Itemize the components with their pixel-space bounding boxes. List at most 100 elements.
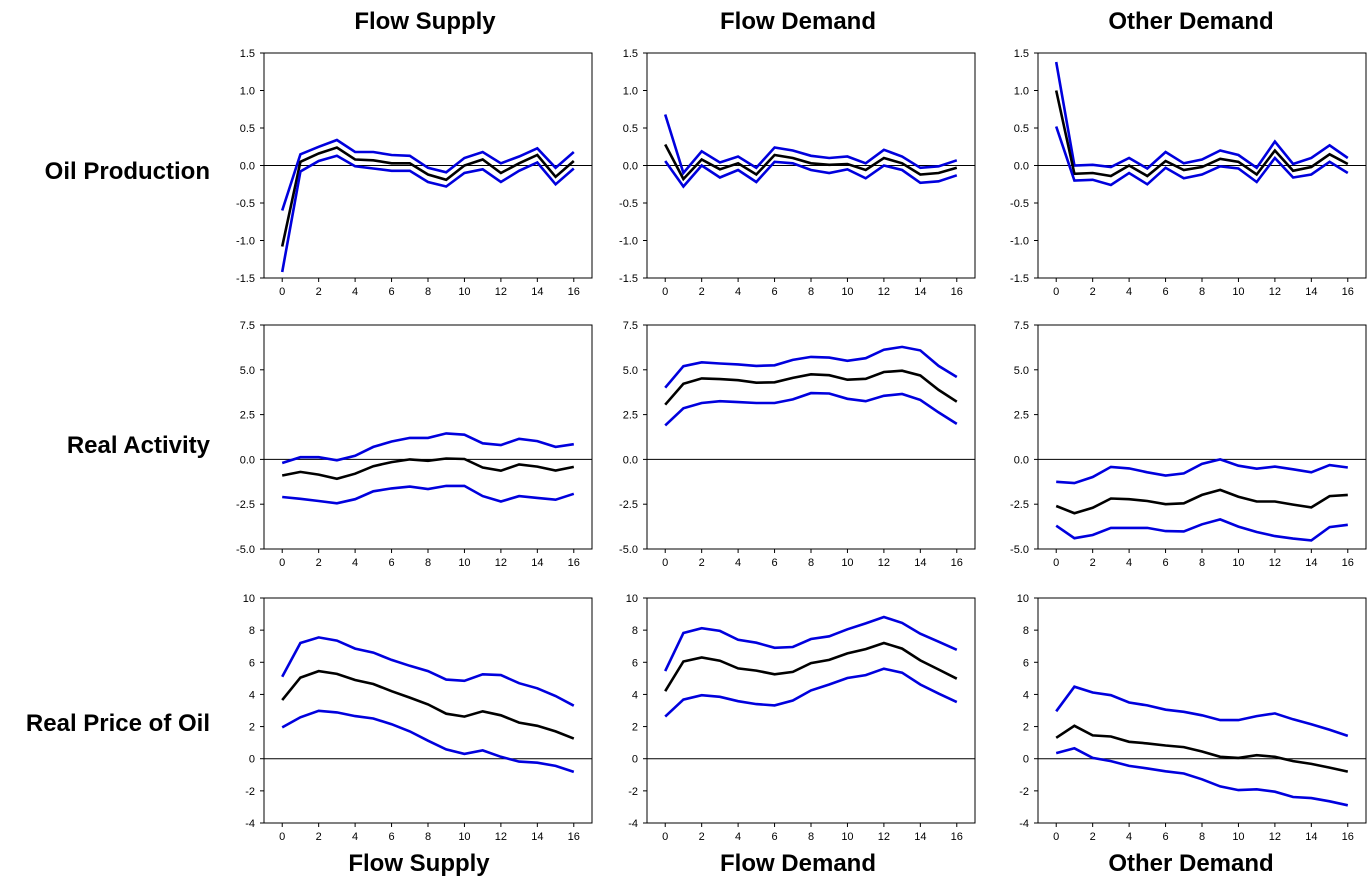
x-tick-label: 16 bbox=[568, 831, 580, 843]
x-tick-label: 2 bbox=[699, 557, 705, 569]
y-tick-label: 8 bbox=[632, 625, 638, 637]
y-tick-label: 6 bbox=[632, 657, 638, 669]
x-tick-label: 8 bbox=[425, 557, 431, 569]
y-tick-label: 0.0 bbox=[240, 161, 255, 173]
y-tick-label: 10 bbox=[626, 593, 638, 605]
y-tick-label: 8 bbox=[249, 625, 255, 637]
x-tick-label: 4 bbox=[1126, 831, 1132, 843]
y-tick-label: -0.5 bbox=[1010, 198, 1029, 210]
column-title-flow-demand-top: Flow Demand bbox=[719, 8, 876, 35]
x-tick-label: 4 bbox=[1126, 557, 1132, 569]
x-tick-label: 10 bbox=[841, 831, 853, 843]
x-tick-label: 14 bbox=[531, 286, 543, 298]
panel-oil-production-flow-demand: -1.5 -1.0 -0.5 0.0 0.5 1.0 1.5 0 2 4 6 8 10 12 14 16 bbox=[619, 48, 976, 298]
y-tick-label: 0.0 bbox=[623, 161, 638, 173]
x-tick-label: 12 bbox=[878, 557, 890, 569]
x-tick-label: 8 bbox=[808, 831, 814, 843]
y-tick-label: 5.0 bbox=[1014, 365, 1029, 377]
x-tick-label: 10 bbox=[841, 557, 853, 569]
x-tick-label: 2 bbox=[1090, 286, 1096, 298]
lower-band-line bbox=[664, 160, 958, 189]
x-tick-label: 4 bbox=[735, 286, 741, 298]
x-tick-label: 16 bbox=[568, 557, 580, 569]
y-tick-label: 0.5 bbox=[240, 123, 255, 135]
x-tick-label: 4 bbox=[1126, 286, 1132, 298]
x-tick-label: 2 bbox=[316, 831, 322, 843]
y-tick-label: 2 bbox=[1023, 722, 1029, 734]
row-label-oil-production: Oil Production bbox=[44, 158, 210, 185]
x-tick-label: 4 bbox=[352, 286, 358, 298]
y-tick-label: 1.5 bbox=[240, 48, 255, 60]
panel-real-price-of-oil-flow-supply: -4 -2 0 2 4 6 8 10 0 2 4 6 8 10 12 14 16 bbox=[243, 593, 593, 843]
y-tick-label: 6 bbox=[1023, 657, 1029, 669]
estimate-line bbox=[280, 146, 575, 247]
x-tick-label: 10 bbox=[1232, 557, 1244, 569]
estimate-line bbox=[1054, 90, 1349, 178]
lower-band-line bbox=[282, 484, 575, 505]
upper-band-line bbox=[1055, 685, 1349, 738]
y-tick-label: 0 bbox=[1023, 754, 1029, 766]
y-tick-label: 1.0 bbox=[240, 86, 255, 98]
y-tick-label: 5.0 bbox=[240, 365, 255, 377]
y-tick-label: -4 bbox=[628, 818, 638, 830]
x-tick-label: 6 bbox=[388, 831, 394, 843]
y-tick-label: 0 bbox=[632, 754, 638, 766]
y-tick-label: -2 bbox=[1019, 786, 1029, 798]
upper-band-line bbox=[664, 615, 958, 672]
x-tick-label: 0 bbox=[1053, 831, 1059, 843]
upper-band-line bbox=[281, 636, 575, 707]
x-tick-label: 0 bbox=[279, 831, 285, 843]
x-tick-label: 16 bbox=[1342, 286, 1354, 298]
y-tick-label: 8 bbox=[1023, 625, 1029, 637]
x-tick-label: 0 bbox=[662, 557, 668, 569]
x-tick-label: 0 bbox=[1053, 557, 1059, 569]
x-tick-label: 8 bbox=[808, 557, 814, 569]
y-tick-label: 6 bbox=[249, 657, 255, 669]
panel-real-activity-flow-supply: -5.0 -2.5 0.0 2.5 5.0 7.5 0 2 4 6 8 10 12 14 16 bbox=[236, 320, 593, 569]
estimate-line bbox=[664, 143, 958, 182]
x-tick-label: 12 bbox=[1269, 831, 1281, 843]
panel-frame bbox=[646, 597, 976, 824]
y-tick-label: -1.5 bbox=[236, 273, 255, 285]
y-tick-label: -1.5 bbox=[1010, 273, 1029, 285]
x-tick-label: 8 bbox=[1199, 831, 1205, 843]
y-tick-label: 2.5 bbox=[623, 410, 638, 422]
panel-real-activity-flow-demand: -5.0 -2.5 0.0 2.5 5.0 7.5 0 2 4 6 8 10 12 14 16 bbox=[619, 320, 976, 569]
x-tick-label: 4 bbox=[735, 557, 741, 569]
x-tick-label: 14 bbox=[1305, 831, 1317, 843]
y-tick-label: 4 bbox=[632, 689, 638, 701]
x-tick-label: 12 bbox=[495, 831, 507, 843]
y-tick-label: 10 bbox=[243, 593, 255, 605]
y-tick-label: -2 bbox=[628, 786, 638, 798]
x-tick-label: 2 bbox=[316, 286, 322, 298]
y-tick-label: -1.0 bbox=[1010, 236, 1029, 248]
row-label-real-price-of-oil: Real Price of Oil bbox=[25, 710, 210, 737]
x-tick-label: 14 bbox=[1305, 557, 1317, 569]
x-tick-label: 14 bbox=[531, 557, 543, 569]
estimate-line bbox=[664, 369, 958, 406]
x-tick-label: 12 bbox=[878, 831, 890, 843]
upper-band-line bbox=[664, 345, 958, 389]
x-tick-label: 2 bbox=[1090, 831, 1096, 843]
x-tick-label: 6 bbox=[1162, 831, 1168, 843]
x-tick-label: 12 bbox=[495, 286, 507, 298]
y-tick-label: 4 bbox=[1023, 689, 1029, 701]
row-label-real-activity: Real Activity bbox=[66, 432, 210, 459]
y-tick-label: 7.5 bbox=[623, 320, 638, 332]
y-tick-label: -1.0 bbox=[236, 236, 255, 248]
y-tick-label: -0.5 bbox=[236, 198, 255, 210]
x-tick-label: 6 bbox=[771, 831, 777, 843]
x-tick-label: 0 bbox=[662, 286, 668, 298]
lower-band-line bbox=[1055, 518, 1348, 542]
x-tick-label: 4 bbox=[735, 831, 741, 843]
x-tick-label: 2 bbox=[699, 831, 705, 843]
y-tick-label: 1.5 bbox=[623, 48, 638, 60]
y-tick-label: 0.0 bbox=[1014, 161, 1029, 173]
x-tick-label: 6 bbox=[1162, 557, 1168, 569]
x-tick-label: 8 bbox=[425, 831, 431, 843]
upper-band-line bbox=[1056, 458, 1348, 485]
panel-frame bbox=[1037, 324, 1367, 550]
panel-oil-production-flow-supply: -1.5 -1.0 -0.5 0.0 0.5 1.0 1.5 0 2 4 6 8 10 12 14 16 bbox=[236, 48, 593, 298]
x-tick-label: 4 bbox=[352, 831, 358, 843]
